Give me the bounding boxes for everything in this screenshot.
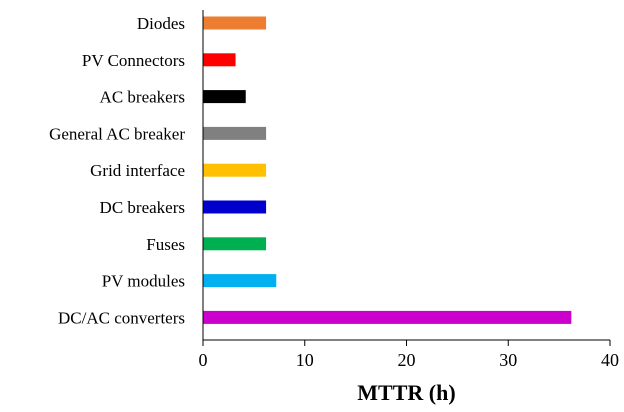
category-label: PV Connectors xyxy=(82,51,185,70)
bar-general-ac-breaker xyxy=(203,126,267,140)
x-tick-label: 30 xyxy=(499,350,517,370)
bar-pv-modules xyxy=(203,274,277,288)
bar-fuses xyxy=(203,237,267,251)
bar-dc-ac-converters xyxy=(203,310,572,324)
bar-pv-connectors xyxy=(203,53,236,67)
category-label: DC/AC converters xyxy=(58,308,185,327)
x-tick-label: 20 xyxy=(398,350,416,370)
x-ticks-group: 0 10 20 30 40 xyxy=(199,340,619,370)
bar-dc-breakers xyxy=(203,200,267,214)
x-tick-label: 40 xyxy=(601,350,619,370)
x-tick-label: 0 xyxy=(199,350,208,370)
bar-grid-interface xyxy=(203,163,267,177)
category-label: Fuses xyxy=(146,235,185,254)
bar-ac-breakers xyxy=(203,90,246,104)
category-label: PV modules xyxy=(102,272,185,291)
category-label: General AC breaker xyxy=(49,124,185,143)
bars-group xyxy=(203,16,572,324)
category-label: Diodes xyxy=(137,14,185,33)
x-axis-title: MTTR (h) xyxy=(357,380,455,405)
category-label: Grid interface xyxy=(90,161,185,180)
bar-diodes xyxy=(203,16,267,30)
category-label: DC breakers xyxy=(100,198,185,217)
category-labels-group: Diodes PV Connectors AC breakers General AC… xyxy=(49,14,185,327)
category-label: AC breakers xyxy=(100,88,185,107)
x-tick-label: 10 xyxy=(296,350,314,370)
